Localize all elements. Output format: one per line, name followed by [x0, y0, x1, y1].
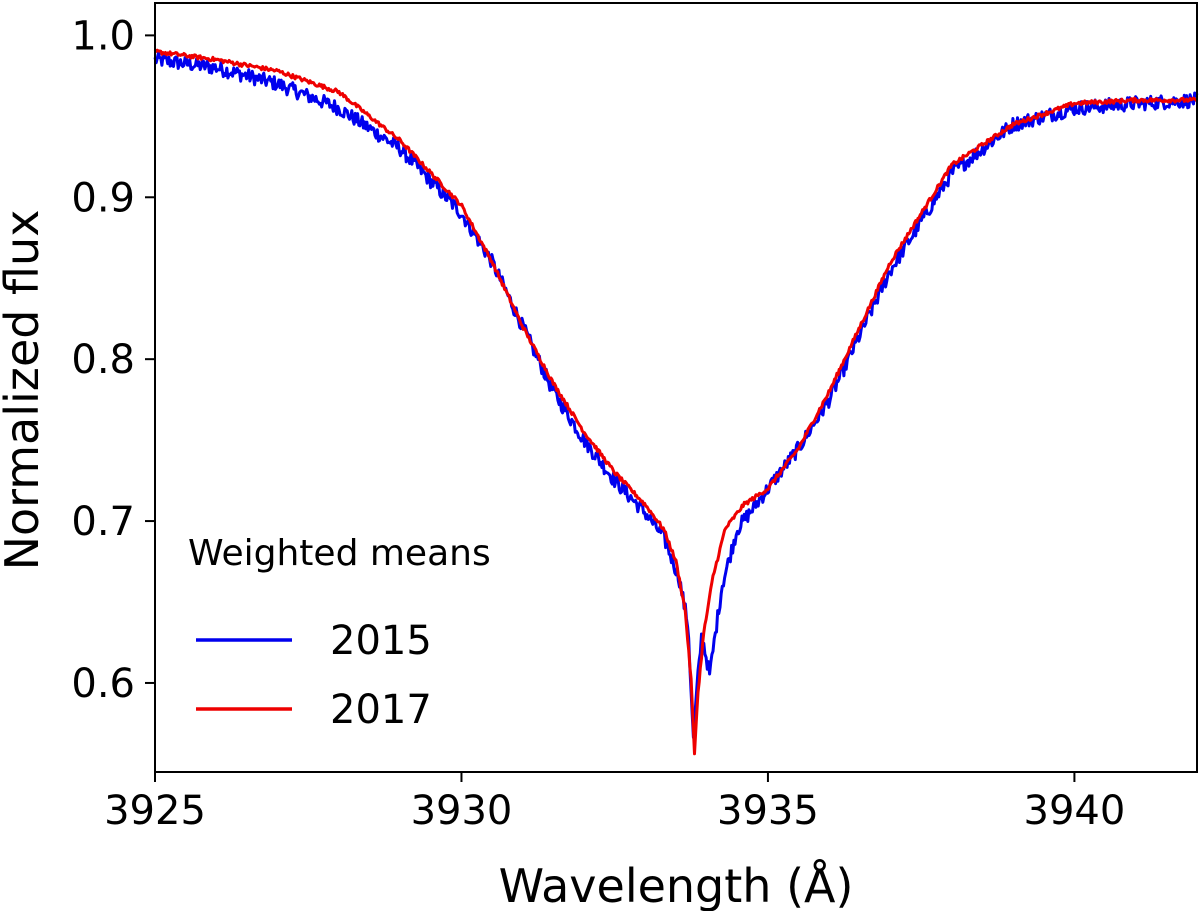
legend-title: Weighted means	[188, 533, 491, 574]
x-tick-label-3935: 3935	[717, 788, 819, 834]
x-tick-label-3930: 3930	[411, 788, 513, 834]
x-tick-label-3925: 3925	[104, 788, 206, 834]
y-tick-label-1: 1.0	[71, 13, 135, 59]
series-line-2015	[153, 51, 1199, 739]
tick-layer: 3925 3930 3935 3940 0.6 0.7 0.8 0.9 1.0	[71, 13, 1125, 834]
y-tick-label-0.7: 0.7	[71, 499, 135, 545]
y-tick-label-0.9: 0.9	[71, 175, 135, 221]
legend-label-2015: 2015	[330, 618, 432, 664]
legend-label-2017: 2017	[330, 687, 432, 733]
x-axis-label: Wavelength (Å)	[499, 859, 854, 911]
x-tick-label-3940: 3940	[1024, 788, 1126, 834]
y-axis-label: Normalized flux	[0, 210, 49, 571]
legend: Weighted means 2015 2017	[188, 533, 491, 733]
series-line-2017	[153, 48, 1199, 756]
y-tick-label-0.6: 0.6	[71, 661, 135, 707]
series-layer	[153, 48, 1199, 756]
plot-frame	[154, 2, 1198, 773]
y-tick-label-0.8: 0.8	[71, 337, 135, 383]
